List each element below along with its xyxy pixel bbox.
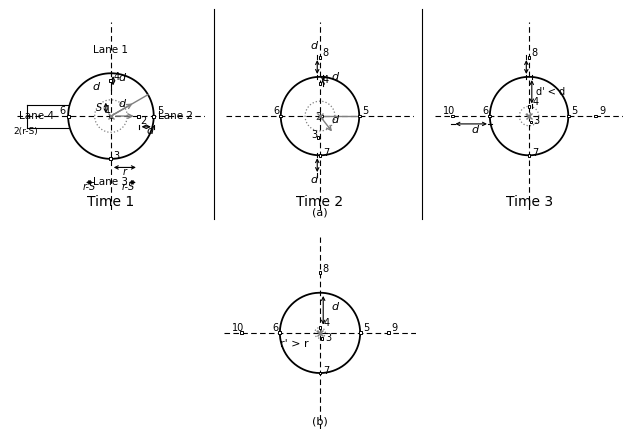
Text: 6: 6	[272, 323, 278, 333]
Bar	[528, 105, 531, 108]
Bar	[152, 115, 156, 117]
Bar	[488, 115, 492, 117]
Text: 2: 2	[140, 116, 147, 126]
Text: d: d	[310, 175, 317, 185]
Text: 4: 4	[323, 75, 329, 85]
Bar	[595, 115, 597, 117]
Text: 8: 8	[532, 49, 538, 58]
Text: r: r	[123, 167, 127, 177]
Text: 10: 10	[232, 323, 244, 333]
Text: d: d	[93, 82, 100, 92]
Text: (b): (b)	[312, 416, 328, 426]
Bar	[321, 115, 323, 117]
Text: r' > r: r' > r	[280, 339, 308, 349]
Text: 6: 6	[273, 106, 280, 116]
Bar	[319, 56, 321, 59]
Bar	[528, 154, 531, 157]
Bar	[319, 371, 321, 374]
Text: 8: 8	[323, 49, 329, 58]
Bar	[319, 154, 321, 157]
Text: 3: 3	[534, 116, 540, 126]
Text: 6: 6	[483, 106, 488, 116]
Text: d: d	[331, 115, 338, 125]
Bar	[530, 120, 532, 124]
Text: r-S: r-S	[83, 182, 96, 192]
Text: 4: 4	[532, 97, 538, 107]
Text: d: d	[147, 126, 154, 136]
Text: d: d	[118, 73, 126, 83]
Bar	[319, 326, 321, 329]
Text: Lane 2: Lane 2	[157, 111, 193, 121]
Text: d: d	[331, 72, 338, 82]
Text: Lane 4: Lane 4	[19, 111, 54, 121]
Text: 2(r-S): 2(r-S)	[13, 127, 38, 136]
Text: 9: 9	[599, 106, 605, 116]
Text: Lane 3: Lane 3	[93, 177, 129, 187]
Text: 5: 5	[364, 323, 370, 333]
Text: Time 1: Time 1	[87, 194, 134, 208]
Text: 4: 4	[113, 72, 120, 82]
Text: 5: 5	[572, 106, 578, 116]
Text: d: d	[118, 99, 126, 109]
Text: d: d	[471, 124, 478, 134]
Text: Time 2: Time 2	[296, 195, 344, 209]
Text: 7: 7	[532, 148, 538, 158]
Bar	[137, 115, 140, 117]
Text: 4: 4	[323, 318, 330, 328]
Bar	[319, 271, 321, 274]
Bar	[387, 332, 390, 334]
Text: 3: 3	[325, 333, 331, 343]
Text: 1: 1	[104, 105, 111, 115]
Text: d: d	[332, 302, 339, 312]
Text: 6: 6	[60, 106, 66, 116]
Bar	[359, 332, 362, 334]
Text: 8: 8	[323, 264, 329, 274]
Text: 2: 2	[315, 112, 321, 122]
Text: S: S	[96, 103, 102, 113]
Text: 10: 10	[443, 106, 455, 116]
Text: 5: 5	[362, 106, 369, 116]
Text: 7: 7	[323, 366, 329, 376]
Text: Lane 1: Lane 1	[93, 45, 129, 55]
Text: (a): (a)	[312, 208, 328, 217]
Bar	[317, 136, 319, 139]
Bar	[109, 157, 113, 160]
Text: Time 3: Time 3	[506, 195, 552, 209]
Text: 7: 7	[323, 148, 329, 158]
Text: d' < d: d' < d	[536, 87, 565, 97]
Text: 9: 9	[392, 323, 397, 333]
Bar	[109, 115, 113, 117]
Bar	[319, 82, 321, 85]
Bar	[528, 56, 531, 59]
Text: 5: 5	[157, 106, 163, 116]
Text: r-S: r-S	[122, 182, 134, 192]
Bar	[278, 332, 281, 334]
Bar	[67, 115, 70, 117]
Bar	[109, 79, 113, 82]
Text: 3: 3	[113, 151, 120, 161]
Bar	[567, 115, 570, 117]
Text: d: d	[310, 41, 317, 51]
Text: 3: 3	[311, 131, 317, 141]
Bar	[240, 332, 243, 334]
Bar	[321, 338, 323, 340]
Bar	[451, 115, 454, 117]
Bar	[280, 115, 282, 117]
Bar	[358, 115, 360, 117]
